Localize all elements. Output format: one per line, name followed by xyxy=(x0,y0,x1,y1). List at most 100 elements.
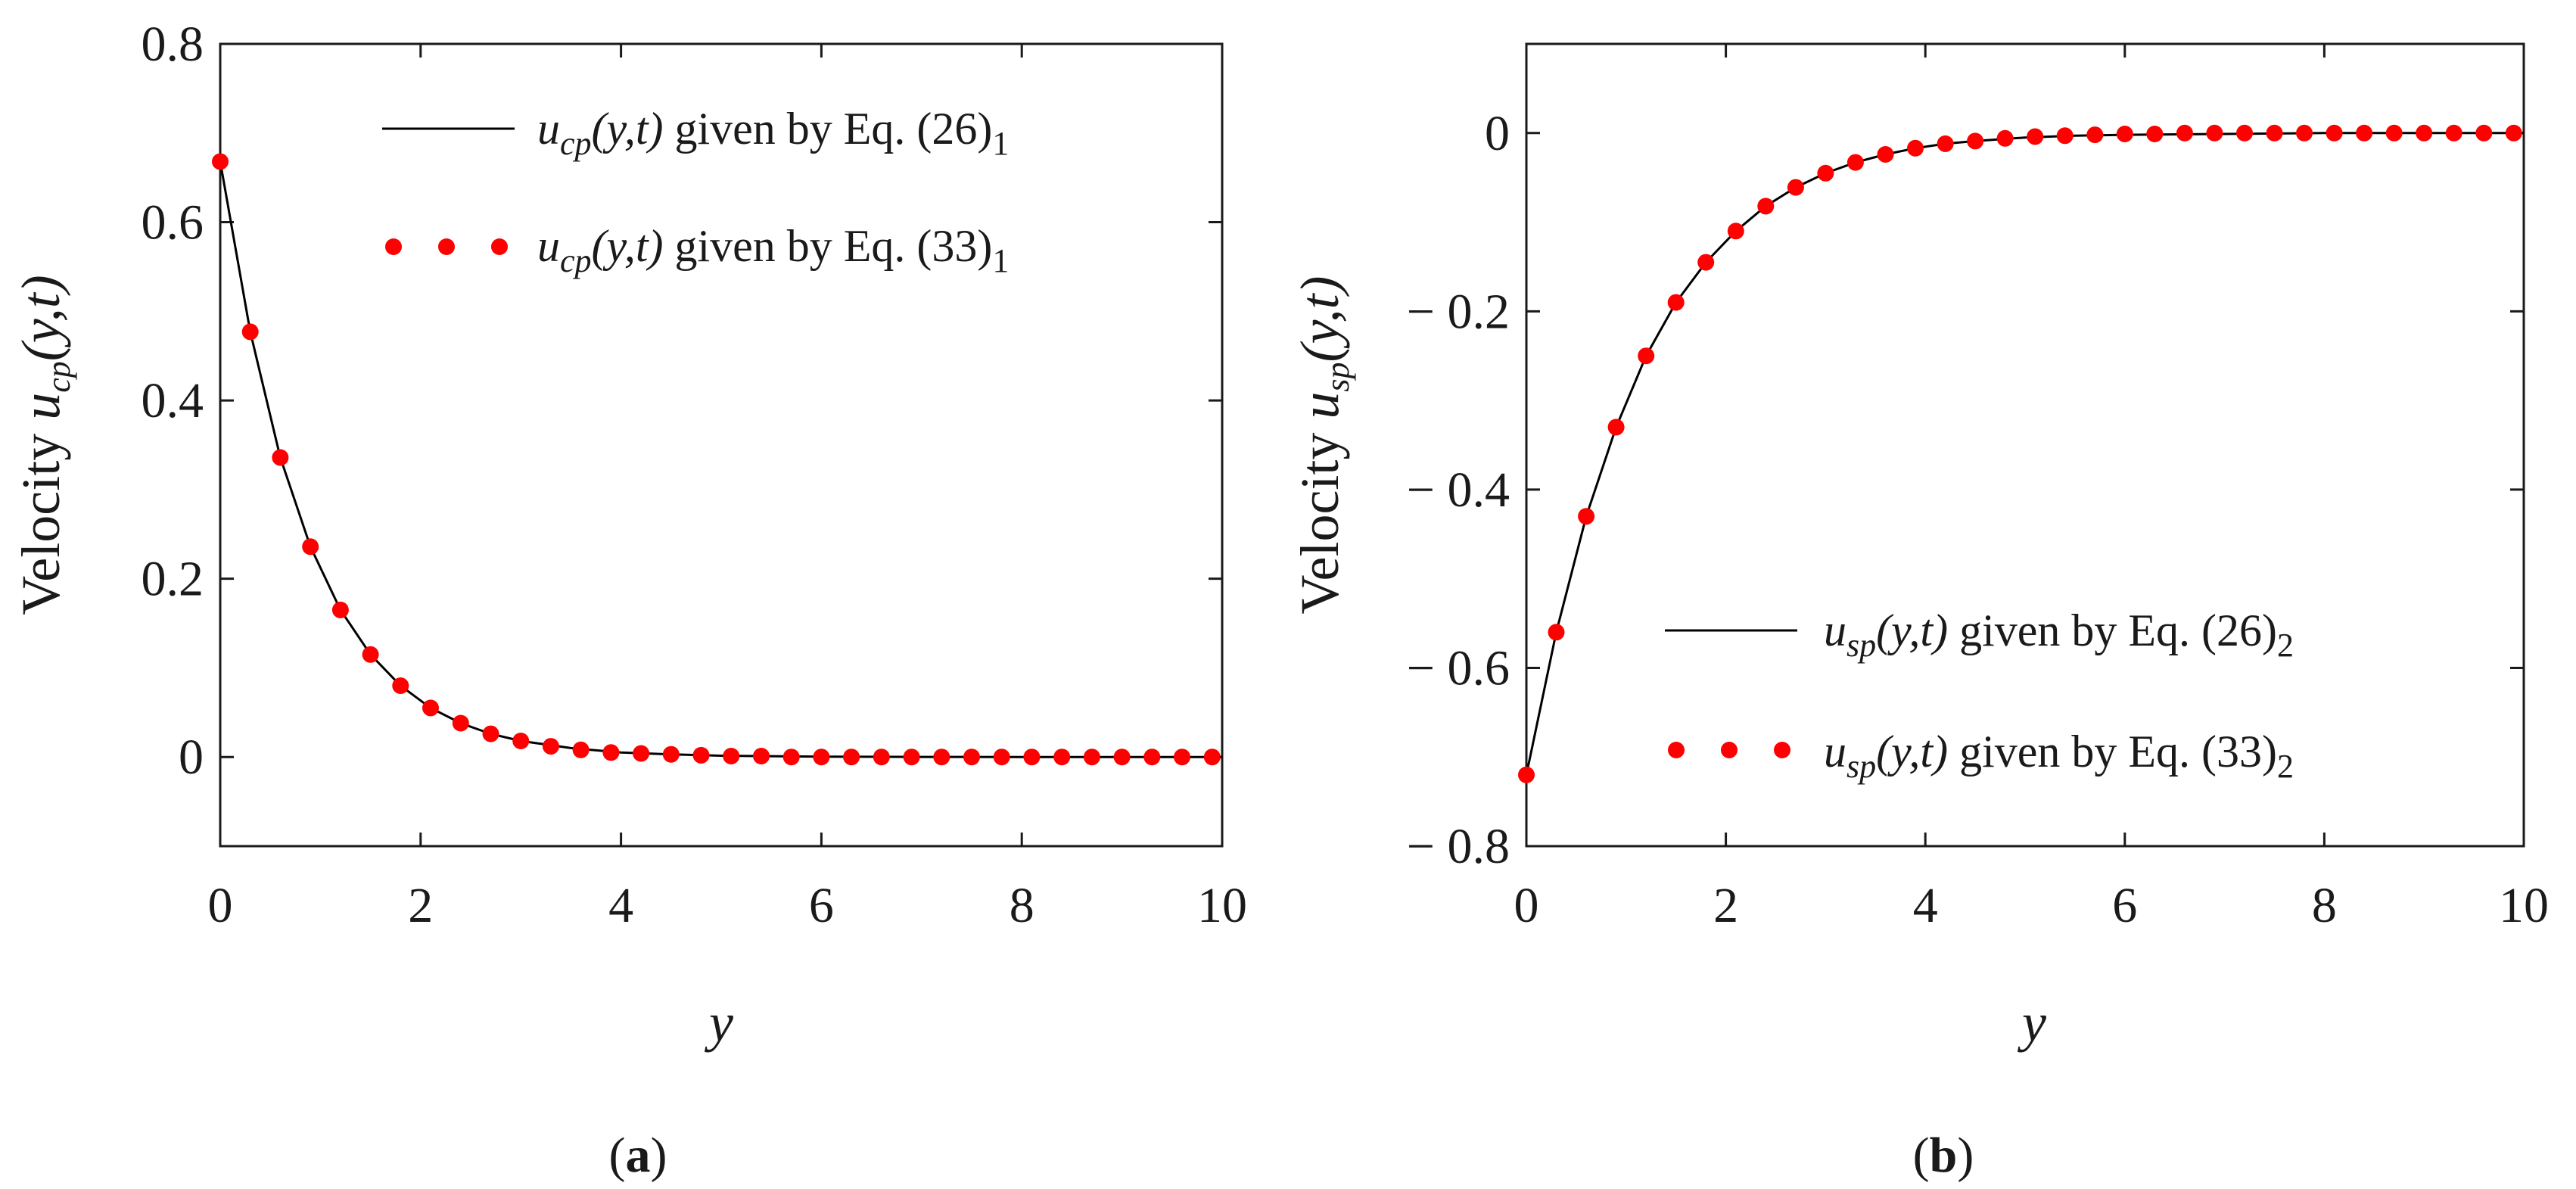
x-tick-label: 10 xyxy=(1197,878,1247,933)
data-point xyxy=(1757,198,1775,215)
x-tick-label: 4 xyxy=(1913,878,1938,933)
y-tick-labels-b: − 0.8 − 0.6 − 0.4 − 0.2 0 xyxy=(1407,106,1510,874)
data-point xyxy=(1578,508,1595,525)
data-point xyxy=(272,449,289,466)
data-point xyxy=(2385,124,2403,142)
data-point xyxy=(1518,766,1535,783)
caption-b: (b) xyxy=(1913,1128,1974,1183)
series-dots-a xyxy=(212,153,1221,766)
data-point xyxy=(692,746,710,764)
data-point xyxy=(2445,124,2462,142)
data-point xyxy=(1638,347,1655,365)
legend-b-dots-label: usp(y,t) given by Eq. (33)2 xyxy=(1824,727,2294,785)
data-point xyxy=(2266,124,2283,142)
data-point xyxy=(2326,124,2343,142)
y-tick-label: − 0.2 xyxy=(1407,284,1510,339)
data-point xyxy=(843,749,860,766)
series-line-b xyxy=(1525,132,2524,776)
data-point xyxy=(2356,124,2373,142)
legend-a-dots-label: ucp(y,t) given by Eq. (33)1 xyxy=(537,221,1009,279)
data-point xyxy=(392,677,409,694)
tick-marks-a xyxy=(219,42,1224,846)
data-point xyxy=(1967,132,1984,150)
legend-dot xyxy=(1668,742,1685,758)
caption-a: (a) xyxy=(609,1128,667,1183)
x-axis-label-a: y xyxy=(704,992,733,1053)
series-dots-b xyxy=(1518,124,2522,783)
data-point xyxy=(1846,154,1864,171)
data-point xyxy=(2027,128,2044,145)
data-point xyxy=(2176,124,2193,142)
data-point xyxy=(1083,749,1100,766)
legend-b: usp(y,t) given by Eq. (26)2 usp(y,t) giv… xyxy=(1665,605,2294,785)
data-point xyxy=(2416,124,2433,142)
data-point xyxy=(572,741,590,758)
data-point xyxy=(542,738,559,755)
data-point xyxy=(422,699,439,717)
legend-b-dots-swatch xyxy=(1668,742,1790,758)
y-tick-label: 0 xyxy=(179,730,204,785)
data-point xyxy=(2505,124,2522,142)
data-point xyxy=(2206,124,2223,142)
data-point xyxy=(1787,179,1804,196)
y-axis-label-a: Velocity ucp(y,t) xyxy=(11,275,77,615)
legend-dot xyxy=(438,238,455,255)
data-point xyxy=(662,745,680,763)
x-tick-label: 8 xyxy=(1010,878,1034,933)
data-point xyxy=(2146,126,2164,142)
data-point xyxy=(1053,749,1071,766)
y-tick-label: − 0.8 xyxy=(1407,819,1510,874)
data-point xyxy=(723,748,740,764)
data-point xyxy=(782,749,800,766)
data-point xyxy=(1727,223,1744,240)
y-tick-label: 0 xyxy=(1485,106,1510,161)
data-point xyxy=(1203,749,1221,766)
data-point xyxy=(993,749,1010,766)
legend-dot xyxy=(1774,742,1790,758)
data-point xyxy=(1023,749,1041,766)
data-point xyxy=(873,749,890,766)
x-tick-labels-a: 0 2 4 6 8 10 xyxy=(208,878,1248,933)
legend-a: ucp(y,t) given by Eq. (26)1 ucp(y,t) giv… xyxy=(382,104,1009,279)
x-tick-label: 10 xyxy=(2499,878,2549,933)
data-point xyxy=(1607,419,1625,436)
data-point xyxy=(933,749,950,766)
legend-a-dots-swatch xyxy=(385,238,508,255)
data-point xyxy=(1113,749,1131,766)
data-point xyxy=(1548,624,1565,641)
x-tick-label: 8 xyxy=(2312,878,2337,933)
data-point xyxy=(963,749,980,766)
y-tick-label: − 0.4 xyxy=(1407,462,1510,518)
data-point xyxy=(1877,146,1894,163)
x-tick-label: 6 xyxy=(809,878,834,933)
data-point xyxy=(1174,749,1190,766)
data-point xyxy=(302,538,319,556)
data-point xyxy=(362,646,379,663)
legend-dot xyxy=(385,238,402,255)
data-point xyxy=(602,744,620,761)
plot-frame-a xyxy=(219,42,1224,848)
data-point xyxy=(2236,124,2253,142)
data-point xyxy=(903,749,920,766)
legend-dot xyxy=(491,238,508,255)
data-point xyxy=(2296,124,2313,142)
data-point xyxy=(482,725,499,742)
data-point xyxy=(2475,124,2493,142)
data-point xyxy=(2116,126,2133,142)
y-tick-label: 0.6 xyxy=(142,195,204,251)
legend-dot xyxy=(1721,742,1738,758)
x-tick-label: 2 xyxy=(1713,878,1738,933)
panel-b: 0 2 4 6 8 10 − 0.8 − 0.6 − 0.4 − 0.2 0 usp(y,t) g… xyxy=(1290,42,2550,1183)
data-point xyxy=(753,748,770,764)
x-tick-label: 4 xyxy=(608,878,633,933)
data-point xyxy=(331,601,349,618)
x-axis-label-b: y xyxy=(2017,992,2046,1053)
data-point xyxy=(1697,254,1715,271)
x-tick-label: 6 xyxy=(2112,878,2137,933)
legend-b-line-label: usp(y,t) given by Eq. (26)2 xyxy=(1824,605,2294,664)
data-point xyxy=(241,323,259,341)
x-tick-labels-b: 0 2 4 6 8 10 xyxy=(1514,878,2550,933)
panel-a: 0 2 4 6 8 10 0 0.2 0.4 0.6 0.8 ucp(y,t) given by … xyxy=(11,17,1247,1183)
data-point xyxy=(2056,127,2074,145)
